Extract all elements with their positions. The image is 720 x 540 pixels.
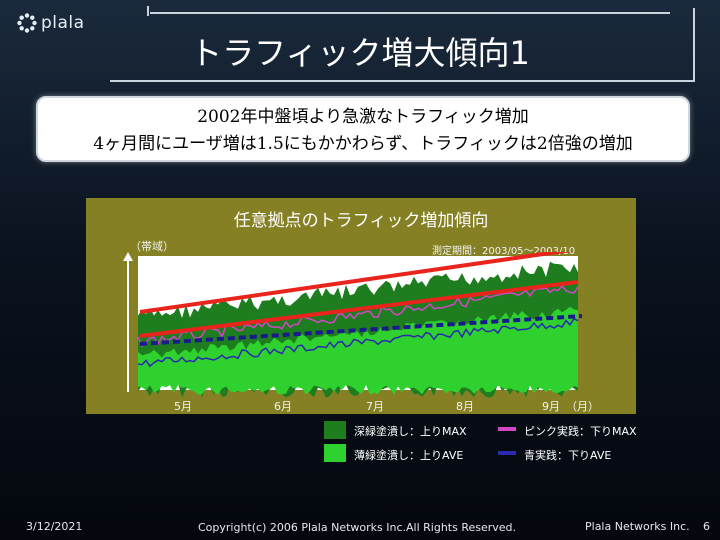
subtitle-line-1: 2002年中盤頃より急激なトラフィック増加: [197, 107, 529, 127]
legend-label-down-max: ピンク実践：下りMAX: [524, 425, 637, 438]
x-tick-jul: 7月: [366, 400, 384, 413]
header-rule-top: [150, 12, 670, 14]
legend-line-down-max: [498, 427, 516, 431]
y-axis-arrowhead: [123, 252, 133, 261]
legend-line-down-ave: [498, 451, 516, 455]
legend-label-down-ave: 青実践：下りAVE: [524, 449, 612, 462]
plala-logo: plala: [16, 12, 85, 34]
plala-logo-icon: [17, 13, 37, 33]
x-tick-sep: 9月: [542, 400, 560, 413]
traffic-plot: [123, 252, 583, 398]
subtitle-box: 2002年中盤頃より急激なトラフィック増加 4ヶ月間にユーザ増は1.5にもかかわ…: [36, 96, 690, 162]
x-tick-aug: 8月: [456, 400, 474, 413]
subtitle-line-2: 4ヶ月間にユーザ増は1.5にもかかわらず、トラフィックは2倍強の増加: [93, 134, 633, 154]
page-title: トラフィック増大傾向1: [190, 34, 530, 72]
period-label: 測定期間：2003/05～2003/10: [432, 246, 576, 257]
trend-line-upper: [139, 252, 572, 314]
header-rule-right: [693, 8, 695, 82]
x-axis-unit: （月）: [566, 400, 599, 413]
trend-line-lower: [139, 280, 579, 338]
chart-title: 任意拠点のトラフィック増加傾向: [233, 211, 489, 231]
footer-copyright: Copyright(c) 2006 Plala Networks Inc.All…: [198, 521, 517, 534]
trend-line-dotted: [139, 314, 583, 346]
x-tick-may: 5月: [174, 400, 192, 413]
series-up-ave-area: [138, 306, 578, 395]
legend-swatch-up-max: [324, 421, 346, 439]
traffic-chart: 任意拠点のトラフィック増加傾向 （帯域） 測定期間：2003/05～2003/1…: [86, 198, 636, 414]
legend-label-up-max: 深緑塗潰し：上りMAX: [354, 425, 467, 438]
footer-company: Plala Networks Inc.: [585, 520, 690, 533]
footer-page-number: 6: [703, 520, 710, 533]
legend-swatch-up-ave: [324, 444, 346, 462]
header-rule-left-tick: [147, 6, 149, 16]
x-tick-jun: 6月: [274, 400, 292, 413]
y-axis-label: （帯域）: [130, 240, 174, 253]
series-down-ave-line: [137, 317, 579, 368]
logo-text: plala: [41, 13, 85, 33]
legend-label-up-ave: 薄緑塗潰し：上りAVE: [354, 449, 464, 462]
footer-date: 3/12/2021: [26, 520, 83, 533]
header-rule-bottom: [110, 80, 695, 82]
